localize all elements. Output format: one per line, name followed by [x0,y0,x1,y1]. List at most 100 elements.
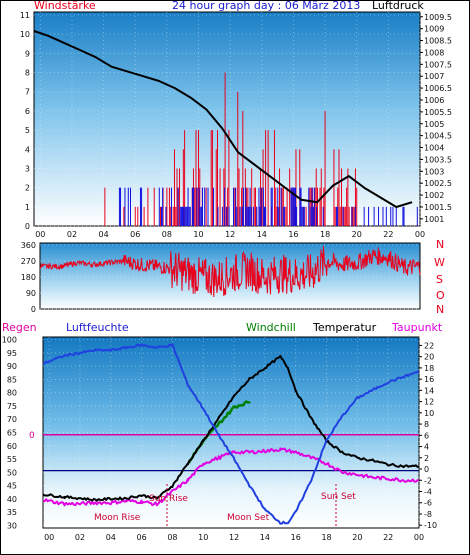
hour-tick-label: 10 [198,533,208,542]
temperature-tick-label: 16 [424,375,434,384]
pressure-tick-label: 1005 [424,120,444,129]
climate-plot-area [42,336,420,529]
wind-direction-grid [40,244,420,310]
compass-o: O [436,289,445,302]
compass-s: S [436,273,443,286]
humidity-line [42,343,420,525]
hour-tick-label: 22 [383,230,393,239]
regen-label: Regen [2,321,37,334]
humidity-tick-label: 85 [7,375,17,384]
moon-rise-label: Moon Rise [94,513,141,523]
humidity-tick-label: 30 [7,521,17,530]
sun-set-label: Sun Set [321,492,356,502]
luftdruck-label: Luftdruck [372,0,424,12]
hour-tick-label: 02 [75,533,85,542]
humidity-tick-label: 95 [7,349,17,358]
humidity-tick-label: 75 [7,402,17,411]
direction-tick-label: 90 [26,289,36,298]
pressure-tick-label: 1009 [424,25,444,34]
temperature-tick-label: -10 [424,521,437,530]
hour-tick-label: 22 [383,533,393,542]
temperature-tick-label: 12 [424,398,434,407]
wind-direction-series [39,245,421,298]
hour-tick-label: 12 [229,533,239,542]
temperature-tick-label: 4 [424,443,429,452]
wind-tick-label: 4 [25,145,30,154]
direction-tick-label: 0 [31,305,36,314]
wind-tick-label: 8 [25,69,30,78]
hour-tick-label: 04 [106,533,116,542]
climate-x-axis: 00 02 04 06 08 10 12 14 16 18 20 22 00 [44,533,424,542]
pressure-y-axis: 1001 1001.5 1002 1002.5 1003 1003.5 1004 1004.5… [420,13,452,224]
pressure-tick-label: 1001 [424,215,444,224]
pressure-tick-label: 1008.5 [424,37,452,46]
hour-tick-label: 00 [415,230,425,239]
wind-tick-label: 2 [25,184,30,193]
pressure-tick-label: 1007 [424,72,444,81]
pressure-tick-label: 1002 [424,191,444,200]
compass-w: W [434,256,445,269]
hour-tick-label: 16 [291,533,301,542]
temperature-tick-label: 6 [424,431,429,440]
compass-n-bottom: N [436,303,444,316]
wind-tick-label: 6 [25,107,30,116]
pressure-tick-label: 1006 [424,96,444,105]
wind-pressure-plot-area [33,11,421,227]
humidity-tick-label: 100 [2,336,17,345]
temperatur-label: Temperatur [312,321,377,334]
hour-tick-label: 00 [44,533,54,542]
pressure-tick-label: 1004.5 [424,132,452,141]
temperature-line [42,354,420,502]
direction-tick-label: 270 [21,257,36,266]
hour-tick-label: 08 [167,533,177,542]
hour-tick-label: 00 [35,230,45,239]
wind-tick-label: 11 [20,11,30,20]
wind-tick-label: 0 [25,222,30,231]
humidity-tick-label: 40 [7,495,17,504]
hour-tick-label: 10 [193,230,203,239]
temperature-tick-label: 22 [424,341,434,350]
temperature-tick-label: -2 [424,476,432,485]
hour-tick-label: 14 [260,533,270,542]
temperature-tick-label: 2 [424,454,429,463]
astronomy-events: Sun Rise Sun Set Moon Rise Moon Set [94,484,356,528]
wind-direction-line [39,245,421,298]
humidity-tick-label: 70 [7,415,17,424]
temperature-tick-label: -8 [424,510,432,519]
hour-tick-label: 16 [288,230,298,239]
temperature-tick-label: 14 [424,386,434,395]
pressure-series [33,30,413,208]
humidity-tick-label: 65 [7,429,17,438]
temperature-tick-label: -4 [424,487,432,496]
taupunkt-label: Taupunkt [391,321,443,334]
chart-title: 24 hour graph day : 06 März 2013 [172,0,360,12]
humidity-tick-label: 60 [7,442,17,451]
hour-tick-label: 20 [352,533,362,542]
pressure-tick-label: 1005.5 [424,108,452,117]
hour-tick-label: 02 [67,230,77,239]
hour-tick-label: 20 [352,230,362,239]
temperature-tick-label: 8 [424,420,429,429]
temperature-tick-label: 18 [424,364,434,373]
hour-tick-label: 06 [130,230,140,239]
humidity-tick-label: 80 [7,389,17,398]
wind-y-axis: 0 1 2 3 4 5 6 7 8 9 10 11 [20,11,30,231]
wind-tick-label: 7 [25,88,30,97]
hour-tick-label: 06 [137,533,147,542]
humidity-tick-label: 45 [7,482,17,491]
humidity-tick-label: 35 [7,508,17,517]
pressure-tick-label: 1001.5 [424,203,452,212]
direction-tick-label: 180 [21,273,36,282]
pressure-tick-label: 1007.5 [424,60,452,69]
pressure-line [33,30,413,208]
pressure-tick-label: 1008 [424,48,444,57]
wind-tick-label: 1 [25,203,30,212]
hour-tick-label: 14 [257,230,267,239]
pressure-tick-label: 1006.5 [424,84,452,93]
windchill-label: Windchill [246,321,296,334]
luftfeuchte-label: Luftfeuchte [66,321,129,334]
moon-set-label: Moon Set [227,513,270,523]
wind-tick-label: 3 [25,164,30,173]
wind-tick-label: 9 [25,49,30,58]
